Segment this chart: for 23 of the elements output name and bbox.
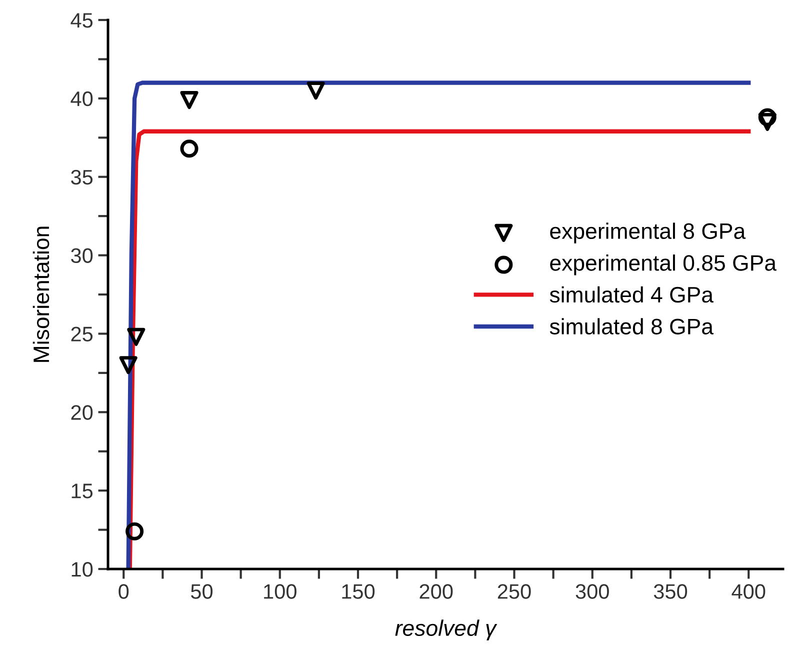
x-axis-title: resolved γ (395, 620, 498, 640)
x-tick-label: 50 (191, 584, 213, 599)
y-tick-label: 15 (72, 484, 93, 498)
legend-label: simulated 8 GPa (550, 318, 714, 334)
y-tick-label: 10 (72, 562, 93, 577)
x-tick-label: 0 (118, 584, 129, 599)
y-tick-label: 25 (71, 326, 93, 342)
legend-label: simulated 4 GPa (550, 286, 714, 303)
legend-label: experimental 0.85 GPa (550, 254, 777, 276)
y-tick-label: 20 (71, 405, 93, 420)
x-tick-label: 400 (732, 584, 766, 599)
y-tick-label: 40 (70, 91, 93, 106)
x-tick-label: 100 (264, 584, 296, 599)
y-tick-label: 45 (70, 13, 93, 28)
y-tick-label: 35 (71, 170, 93, 185)
y-axis-title: Misorientation (32, 226, 50, 362)
x-tick-label: 250 (498, 584, 531, 599)
y-tick-label: 30 (71, 248, 93, 264)
x-tick-label: 200 (420, 584, 453, 599)
legend-label: experimental 8 GPa (550, 222, 746, 244)
x-tick-label: 350 (654, 584, 688, 599)
x-tick-label: 150 (342, 584, 375, 599)
x-tick-label: 300 (576, 584, 609, 599)
